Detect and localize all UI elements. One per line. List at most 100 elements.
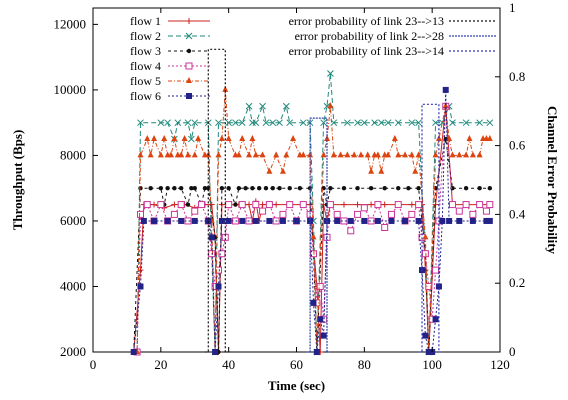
data-point [337,151,344,158]
data-point [252,201,260,209]
data-point [476,119,484,127]
data-point [137,283,144,290]
data-point [249,135,256,142]
data-point [313,349,320,355]
x-tick-label: 100 [422,357,442,372]
data-point [455,207,463,215]
data-point [326,201,334,209]
data-point [218,135,225,142]
data-point [184,119,192,127]
data-point [208,201,215,208]
x-axis-title: Time (sec) [268,378,325,393]
data-point [245,102,253,110]
data-point [412,167,419,174]
data-point [487,185,493,191]
data-point [360,204,368,212]
data-point [279,217,286,224]
data-point [344,119,351,127]
data-point [368,167,375,174]
legend-entry: flow 3 [130,44,210,58]
data-point [476,151,483,158]
series-3 [131,136,493,355]
data-point [219,185,225,191]
data-point [259,201,266,208]
data-point [320,151,327,158]
data-point [396,185,401,191]
data-point [415,217,422,224]
data-point [252,217,259,224]
data-point [360,119,368,127]
data-point [218,250,226,258]
legend-entry: error probability of link 23-->13 [289,14,496,28]
data-point [225,201,233,209]
data-point [252,119,260,127]
series-line [133,89,490,353]
series-line [136,106,491,353]
data-point [351,151,358,158]
data-point [307,151,314,158]
data-point [477,185,482,191]
data-point [456,151,463,158]
data-point [449,201,457,209]
data-point [394,119,402,127]
data-point [327,70,334,77]
data-point [432,266,440,274]
data-point [236,185,242,191]
data-point [333,210,341,218]
data-point [215,151,222,158]
data-point [368,201,375,208]
legend-entry: flow 5 [130,74,210,88]
data-point [381,201,388,208]
legend-entry: error probability of link 2-->28 [295,29,496,43]
data-point [408,151,415,158]
data-point [449,119,456,127]
data-point [374,151,381,158]
data-point [191,207,199,215]
data-point [432,316,439,323]
series-line [418,103,443,353]
data-point [165,185,170,191]
data-point [307,217,314,224]
data-point [469,151,476,158]
data-point [191,119,199,127]
data-point [320,332,327,339]
data-point [186,18,192,24]
data-point [143,201,151,209]
data-point [283,151,290,158]
data-point [168,151,175,158]
data-point [422,233,429,240]
data-point [130,349,137,355]
data-point [402,151,409,158]
legend-entry: flow 4 [130,59,210,73]
data-point [266,167,273,174]
data-point [266,217,273,224]
data-point [416,185,421,191]
data-point [344,151,351,158]
data-point [273,151,280,158]
data-point [330,151,337,158]
series-layer [130,48,494,356]
data-point [214,266,222,274]
data-point [347,227,355,235]
series-9 [418,103,443,353]
data-point [202,185,208,191]
data-point [391,135,398,142]
legend-entry: flow 2 [130,29,210,43]
legend-entry: flow 6 [130,89,210,103]
x-tick-label: 60 [290,357,303,372]
data-point [186,93,192,99]
x-tick-label: 80 [358,357,371,372]
data-point [387,210,395,218]
data-point [435,283,442,290]
data-point [259,207,267,215]
data-point [388,217,395,224]
series-line [133,106,490,353]
data-point [186,48,192,54]
legend-label: flow 3 [130,44,161,58]
data-point [164,119,171,127]
y-tick-label: 2000 [60,344,86,359]
data-point [408,201,415,208]
data-point [384,119,392,127]
data-point [147,151,154,158]
data-point [246,151,253,158]
